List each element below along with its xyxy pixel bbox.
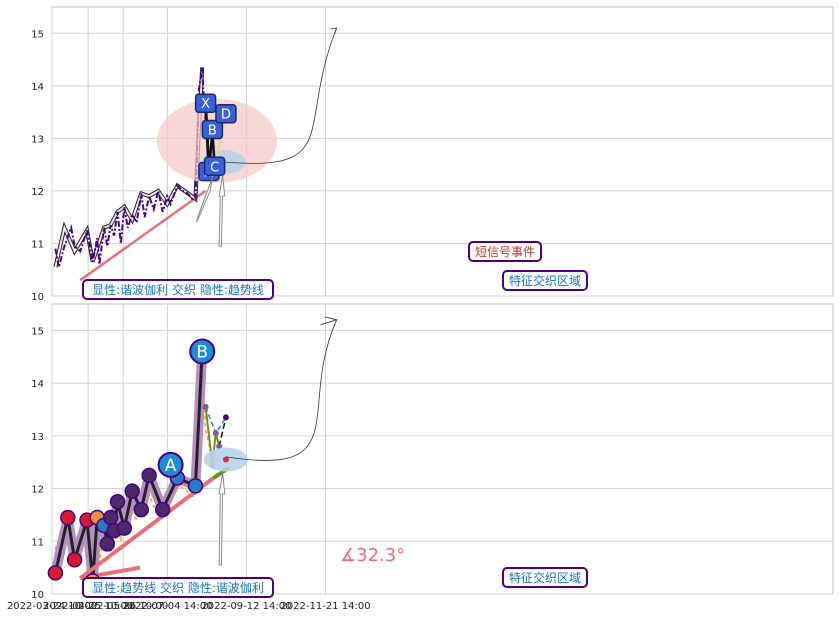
top-signal-arrow <box>196 177 213 223</box>
bottom-marker-circle <box>189 338 216 365</box>
top-signal-label: 短信号事件 <box>475 245 535 259</box>
bottom-marker-label: A <box>165 456 177 476</box>
bottom-wave-node <box>66 551 83 568</box>
bottom-legend-label-box <box>82 577 274 598</box>
bottom-wave-node <box>133 501 149 518</box>
bottom-extension-arrowhead <box>320 316 339 326</box>
bottom-wave-node <box>187 478 204 494</box>
bottom-zone-label-box <box>502 567 588 588</box>
top-pattern-point-box <box>201 119 224 140</box>
bottom-wave-node <box>116 520 133 536</box>
xtick-label: 2022-03-24 10:00 <box>7 601 97 612</box>
top-panel: 101112131415XBDAC显性:谐波伽利 交织 隐性:趋势线短信号事件特… <box>31 6 834 303</box>
top-zone-label-box <box>502 270 588 291</box>
bottom-wave-node <box>60 509 76 526</box>
bottom-marker-circle <box>157 451 184 478</box>
top-pattern-point-label: C <box>210 160 219 175</box>
bottom-ytick-label: 13 <box>31 432 44 443</box>
top-pattern-point-label: D <box>221 108 231 123</box>
xtick-label: 2022-07-04 14:00 <box>122 601 212 612</box>
top-ytick-label: 11 <box>31 239 44 250</box>
top-pattern-zone <box>156 98 277 183</box>
bottom-wave-node <box>102 509 119 526</box>
top-zone-arrow <box>218 175 226 247</box>
top-pattern-point-box <box>215 103 237 124</box>
bottom-wave-node <box>109 493 126 510</box>
bottom-harmonic-point <box>222 414 229 421</box>
bottom-extension-curve <box>225 319 337 461</box>
top-ytick-label: 13 <box>31 134 44 145</box>
bottom-wave-node <box>47 565 64 581</box>
xtick-label: 2022-04-25 10:00 <box>43 601 133 612</box>
top-pattern-point-label: X <box>201 97 210 112</box>
bottom-harmonic-point <box>202 403 209 410</box>
bottom-trend-line <box>78 476 215 580</box>
bottom-ytick-label: 12 <box>31 485 44 496</box>
bottom-angle-label: ∡32.3° <box>340 545 405 566</box>
top-price-series <box>54 67 221 268</box>
bottom-harmonic-point <box>212 430 219 437</box>
bottom-ytick-label: 15 <box>31 326 44 337</box>
xtick-label: 2022-11-21 14:00 <box>280 601 370 612</box>
top-extension-arrowhead <box>330 27 338 35</box>
top-pattern-point-box <box>194 93 217 113</box>
bottom-plot-area <box>51 303 834 595</box>
bottom-wave-node <box>141 467 157 484</box>
top-ytick-label: 12 <box>31 187 44 198</box>
xtick-label: 2022-09-12 14:00 <box>201 601 291 612</box>
top-ytick-label: 15 <box>31 29 44 40</box>
bottom-zone-label: 特征交织区域 <box>509 570 581 585</box>
top-signal-label-box <box>468 241 542 262</box>
bottom-ytick-label: 14 <box>31 379 44 390</box>
bottom-crossing-point <box>222 456 229 463</box>
top-legend-label: 显性:谐波伽利 交织 隐性:趋势线 <box>92 282 264 297</box>
top-wave-line <box>54 67 204 268</box>
top-ytick-label: 14 <box>31 82 44 93</box>
top-pattern-point-label: B <box>208 123 217 138</box>
bottom-harmonic-cd <box>218 417 227 447</box>
bottom-wave-node <box>99 536 116 552</box>
bottom-wave-node <box>124 483 140 499</box>
xtick-label: 2022-05-26 10:00 <box>78 601 168 612</box>
bottom-ytick-label: 11 <box>31 537 44 548</box>
bottom-harmonic-point <box>216 443 223 450</box>
bottom-zone-arrow <box>218 472 226 566</box>
top-pattern-point-box <box>203 156 226 177</box>
bottom-ytick-label: 10 <box>31 590 44 601</box>
bottom-harmonic-legs <box>204 406 221 465</box>
top-ytick-label: 10 <box>31 292 44 303</box>
bottom-legend-label: 显性:趋势线 交织 隐性:谐波伽利 <box>92 580 264 595</box>
bottom-marker-label: B <box>196 342 208 362</box>
top-extension-curve <box>223 27 338 164</box>
bottom-wave-node <box>154 501 171 518</box>
top-legend-label-box <box>82 279 274 300</box>
top-zone-label: 特征交织区域 <box>509 273 581 288</box>
top-trend-line <box>79 189 207 282</box>
